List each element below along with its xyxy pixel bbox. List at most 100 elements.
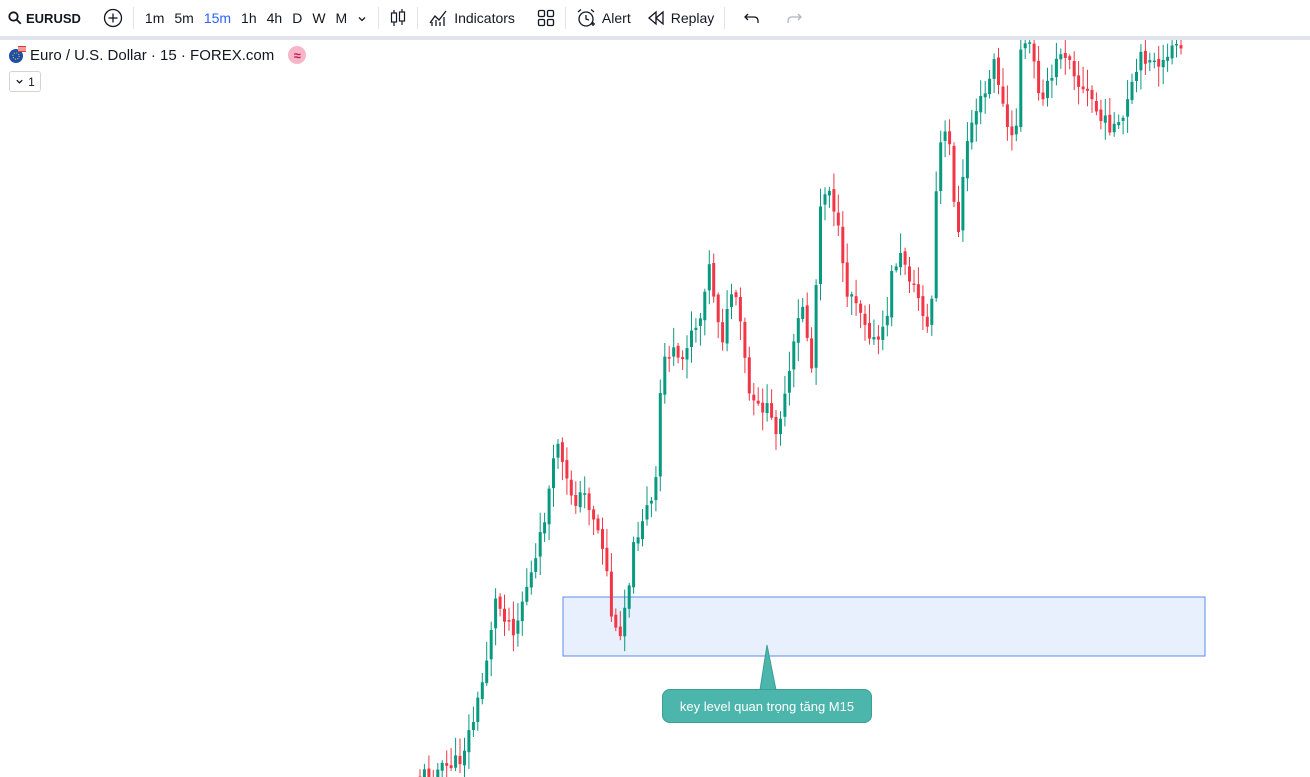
candle: [814, 279, 818, 385]
candle: [458, 738, 462, 773]
grid-layout-icon: [537, 9, 555, 27]
candle: [890, 265, 894, 327]
candle: [418, 769, 422, 777]
interval-m[interactable]: M: [335, 10, 348, 26]
symbol-label: EURUSD: [26, 10, 81, 26]
interval-1m[interactable]: 1m: [144, 10, 165, 26]
candle: [1005, 85, 1009, 141]
candle: [676, 343, 680, 364]
candle: [863, 305, 867, 341]
undo-button[interactable]: [737, 3, 767, 33]
candle: [1099, 99, 1103, 130]
candle: [912, 269, 916, 293]
candle: [832, 173, 836, 227]
price-chart[interactable]: [0, 40, 1310, 777]
candle: [1130, 73, 1134, 104]
candle: [592, 505, 596, 535]
candle: [730, 283, 733, 320]
candle: [859, 300, 863, 329]
candle: [894, 263, 898, 273]
candle: [957, 185, 960, 237]
interval-w[interactable]: W: [312, 10, 326, 26]
replay-button[interactable]: Replay: [641, 3, 721, 33]
candle: [685, 335, 689, 379]
key-level-callout[interactable]: key level quan trọng tăng M15: [662, 689, 872, 723]
candle: [943, 120, 947, 158]
candle: [916, 267, 920, 311]
candle: [1117, 114, 1121, 129]
candle: [614, 608, 618, 632]
candle: [471, 706, 475, 737]
redo-icon: [787, 13, 803, 23]
candle: [449, 748, 453, 771]
interval-4h[interactable]: 4h: [266, 10, 283, 26]
data-status-badge[interactable]: ≈: [288, 46, 307, 64]
candle: [525, 568, 529, 606]
interval-dropdown-button[interactable]: [352, 10, 372, 26]
candle: [1014, 108, 1018, 142]
candle: [908, 257, 911, 293]
candle: [823, 187, 827, 221]
candle: [547, 485, 551, 540]
chevron-down-icon: [16, 79, 23, 84]
candle: [489, 621, 493, 677]
symbol-description[interactable]: Euro / U.S. Dollar · 15 · FOREX.com: [30, 46, 275, 64]
candle: [587, 487, 591, 526]
candle: [422, 763, 426, 777]
candle: [454, 737, 458, 772]
candle: [801, 298, 805, 323]
candle: [641, 509, 644, 547]
candle: [1143, 40, 1147, 75]
candle: [707, 250, 711, 305]
indicators-button[interactable]: Indicators: [422, 3, 521, 33]
candle: [552, 444, 555, 507]
candle: [934, 171, 938, 302]
candle: [1037, 46, 1041, 101]
top-toolbar: EURUSD 1m 5m 15m 1h 4h D W M: [0, 0, 1310, 36]
candle: [836, 194, 840, 236]
legend-collapse-button[interactable]: 1: [9, 71, 41, 92]
candle: [529, 560, 533, 595]
separator: [132, 7, 134, 29]
chart-legend: Euro / U.S. Dollar · 15 · FOREX.com ≈: [8, 46, 307, 64]
candle: [578, 480, 582, 513]
candle: [445, 750, 449, 777]
interval-15m[interactable]: 15m: [203, 10, 232, 26]
candle: [645, 486, 649, 526]
candle: [516, 603, 520, 647]
candle: [583, 476, 587, 509]
interval-5m[interactable]: 5m: [174, 10, 194, 26]
candle: [467, 714, 471, 769]
key-level-zone[interactable]: [562, 596, 1206, 657]
candle: [921, 285, 925, 330]
compare-symbol-button[interactable]: [97, 3, 129, 33]
candle: [601, 517, 604, 565]
layouts-button[interactable]: [531, 3, 561, 33]
candle: [805, 292, 809, 342]
candle: [1050, 64, 1054, 99]
interval-d[interactable]: D: [292, 10, 303, 26]
candle: [1032, 40, 1036, 79]
symbol-search-button[interactable]: EURUSD: [0, 3, 87, 33]
candle: [712, 253, 716, 303]
alert-button[interactable]: Alert: [570, 3, 637, 33]
candle: [939, 130, 943, 204]
candle: [672, 327, 676, 366]
candle: [743, 317, 747, 374]
candle: [1068, 54, 1072, 70]
interval-1h[interactable]: 1h: [241, 10, 257, 26]
candle: [596, 514, 600, 534]
alert-label: Alert: [601, 10, 631, 26]
candle: [1166, 43, 1170, 72]
candle: [779, 411, 782, 446]
candle: [1112, 112, 1116, 137]
candle: [520, 591, 524, 636]
candle: [1023, 40, 1027, 59]
candle: [1077, 61, 1081, 105]
candle: [507, 607, 511, 631]
chart-type-button[interactable]: [383, 3, 413, 33]
candle: [1072, 51, 1076, 91]
candle: [667, 345, 671, 372]
candle: [787, 351, 791, 406]
redo-button[interactable]: [779, 3, 809, 33]
